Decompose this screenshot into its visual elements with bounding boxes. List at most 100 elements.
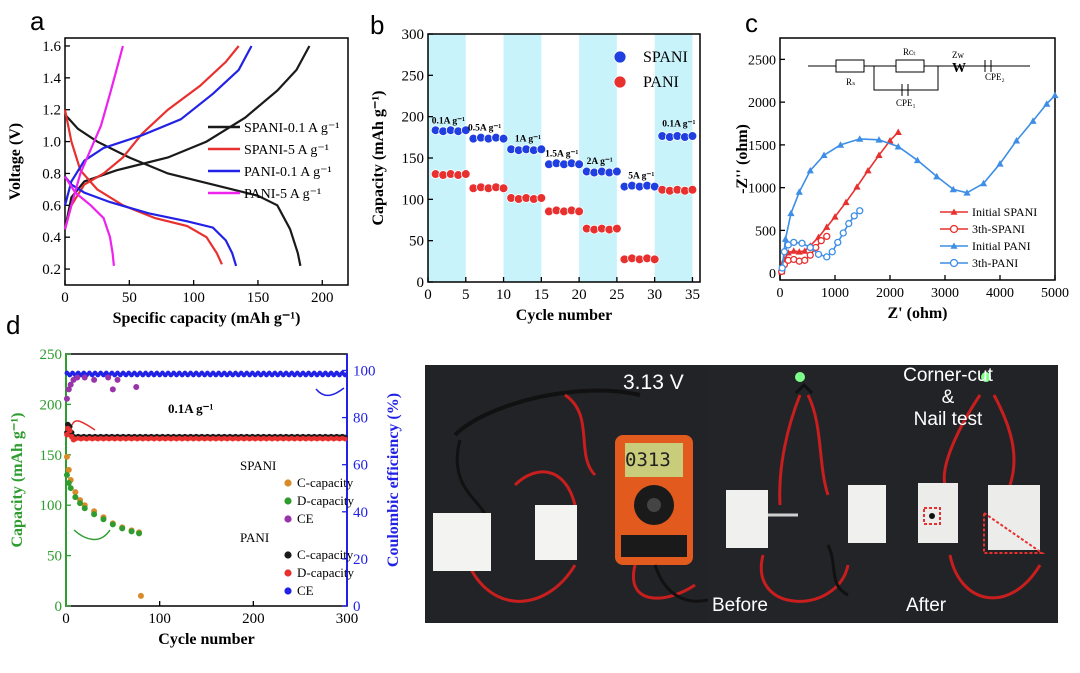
chart-a-xtick-label: 50: [122, 290, 137, 306]
chart-c-point: [823, 223, 831, 230]
chart-b-point-spani: [498, 133, 509, 144]
chart-b-point-pani: [649, 254, 660, 265]
chart-b-point-pani: [498, 183, 509, 194]
circuit-label-cpe2: CPE₂: [985, 72, 1005, 82]
chart-d-point: [342, 372, 348, 378]
chart-d-legend-label: D-capacity: [297, 493, 355, 508]
chart-d-point: [65, 466, 72, 473]
chart-d-point: [136, 530, 143, 537]
chart-c-point: [1012, 137, 1021, 144]
chart-c-legend-marker: [950, 208, 958, 215]
chart-c-point: [834, 238, 842, 247]
chart-a-ytick-label: 1.6: [42, 39, 61, 55]
chart-b-point-spani: [460, 125, 471, 136]
chart-d-y2tick-label: 60: [353, 458, 368, 474]
chart-c-point: [839, 229, 847, 237]
chart-b-rate-label: 0.1A g⁻¹: [432, 116, 465, 126]
label-after: After: [906, 595, 947, 616]
chart-c-point: [787, 209, 795, 217]
chart-c-line-0: [780, 131, 899, 272]
chart-d-legend-marker: [284, 479, 292, 487]
chart-c-point: [831, 213, 839, 220]
chart-c-ytick-label: 1500: [748, 139, 776, 154]
photo-f-before: Before f: [708, 365, 900, 623]
chart-d-xtick-label: 0: [62, 611, 70, 627]
chart-b-point-pani: [687, 184, 698, 195]
chart-c-point: [894, 128, 902, 135]
chart-d-y2label: Coulombic efficiency (%): [385, 393, 402, 567]
chart-c-point: [979, 179, 988, 187]
chart-a-ytick-label: 0.2: [42, 262, 61, 278]
chart-d-point: [119, 525, 126, 532]
chart-b-ylabel: Capacity (mAh g⁻¹): [370, 90, 387, 225]
chart-d-point: [72, 494, 79, 501]
chart-c-point: [996, 160, 1004, 167]
chart-c-ytick-label: 2500: [748, 53, 776, 68]
chart-d-point: [67, 381, 74, 388]
chart-c-point: [820, 151, 828, 159]
chart-b-point-pani: [612, 223, 622, 234]
chart-c-point: [875, 136, 883, 143]
chart-d-point: [74, 374, 81, 381]
chart-b-ytick-label: 100: [402, 192, 425, 208]
chart-a-ytick-label: 1.0: [42, 135, 61, 151]
chart-b-xlabel: Cycle number: [516, 307, 612, 324]
chart-b-xtick-label: 35: [685, 287, 700, 303]
chart-b-point-pani: [536, 193, 547, 203]
chart-d-legend-label: D-capacity: [297, 565, 355, 580]
chart-c-point: [814, 250, 823, 258]
chart-c-frame: [779, 37, 1056, 281]
chart-a-legend-label: SPANI-5 A g⁻¹: [244, 143, 329, 158]
panel-letter-a: a: [30, 6, 45, 36]
photo-e-scene: [425, 365, 708, 623]
chart-c-point: [828, 248, 836, 256]
chart-c-ytick-label: 1000: [748, 182, 776, 197]
chart-d-point: [342, 436, 348, 442]
chart-c-legend-marker: [950, 242, 958, 249]
chart-b-legend-marker: [613, 50, 627, 64]
test-title-line1: Corner-cut: [903, 365, 993, 386]
panel-letter-b: b: [370, 10, 385, 40]
chart-d-y2tick-label: 80: [353, 411, 368, 427]
chart-c-circuit-inset: Rₛ Rᴄₜ ZᴡW CPE₂ CPE₁: [808, 47, 1030, 108]
chart-d-xtick-label: 200: [242, 611, 265, 627]
chart-b-ytick-label: 250: [402, 68, 425, 84]
chart-d-annotation: 0.1A g⁻¹: [168, 401, 214, 416]
chart-c-point: [913, 156, 922, 164]
chart-d-point: [109, 386, 116, 393]
chart-b-point-spani: [687, 131, 698, 141]
chart-d-xtick-label: 300: [336, 611, 359, 627]
circuit-resistor-rct: [895, 59, 925, 73]
chart-b-xtick-label: 15: [534, 287, 549, 303]
chart-b-point-spani: [574, 159, 584, 170]
chart-c-point: [817, 237, 825, 245]
chart-c-point: [836, 141, 845, 148]
chart-d-y2tick-label: 20: [353, 552, 368, 568]
chart-b-point-pani: [574, 206, 584, 217]
chart-d-legend-marker: [284, 497, 292, 505]
chart-d-point: [64, 431, 70, 438]
chart-b-band-3: [654, 34, 693, 282]
chart-c-xtick-label: 0: [777, 286, 784, 301]
chart-c-xtick-label: 5000: [1041, 286, 1069, 301]
chart-a-legend-label: PANI-0.1 A g⁻¹: [244, 165, 332, 180]
chart-c-point: [845, 219, 853, 228]
chart-c-xtick-label: 1000: [821, 286, 849, 301]
chart-b-xtick-label: 0: [424, 287, 432, 303]
photo-f-scene: [708, 365, 900, 623]
chart-c-legend-label: Initial SPANI: [972, 205, 1037, 219]
chart-d-point: [81, 505, 88, 512]
chart-c-point: [795, 188, 803, 195]
chart-d-ytick-label: 50: [47, 549, 62, 565]
chart-c-point: [790, 247, 798, 254]
circuit-label-cpe1: CPE₁: [896, 98, 916, 108]
chart-b-rate-label: 2A g⁻¹: [587, 157, 613, 167]
chart-b-ytick-label: 0: [417, 275, 425, 291]
chart-b-point-spani: [612, 166, 622, 177]
chart-c-point: [894, 143, 902, 150]
chart-c-legend-label: Initial PANI: [972, 239, 1031, 253]
chart-c-xlabel: Z' (ohm): [888, 305, 948, 322]
chart-c-ytick-label: 2000: [748, 96, 776, 111]
chart-c-point: [801, 256, 809, 264]
